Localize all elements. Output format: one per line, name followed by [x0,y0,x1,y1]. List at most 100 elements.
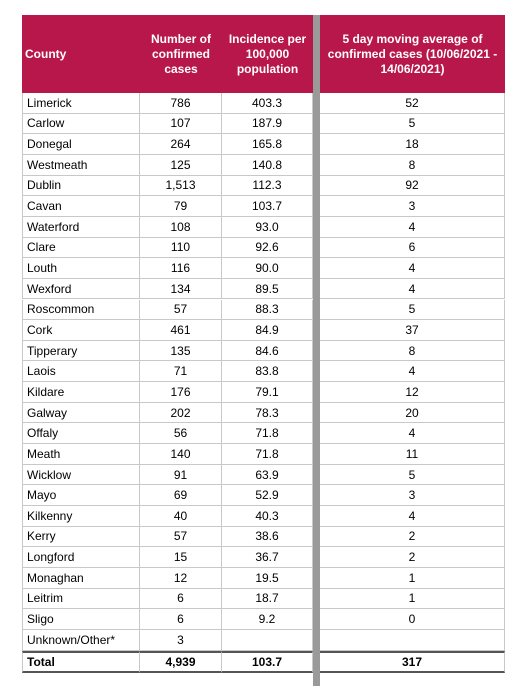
table-cell: 4 [320,216,505,238]
table-cell: 107 [140,113,222,135]
table-cell: 52.9 [222,485,313,506]
table-cell: 108 [140,216,222,238]
table-cell: Clare [22,237,140,259]
total-cell: 103.7 [222,650,313,673]
table-cell: 264 [140,134,222,155]
table-cell: 79 [140,196,222,217]
table-cell: Dublin [22,175,140,197]
table-cell: 36.7 [222,547,313,568]
table-cell: 103.7 [222,196,313,217]
table-cell: 15 [140,547,222,568]
table-cell: Kildare [22,382,140,403]
table-cell: 71.8 [222,423,313,445]
table-cell: Carlow [22,113,140,135]
table-cell: 786 [140,93,222,114]
table-cell: 84.6 [222,340,313,362]
table-cell: 52 [320,93,505,114]
table-cell: 6 [140,588,222,610]
table-cell: 134 [140,278,222,300]
table-cell: 1 [320,567,505,589]
table-cell: Meath [22,444,140,465]
table-cell: Sligo [22,609,140,630]
table-cell: 3 [140,629,222,651]
total-cell: 317 [320,650,505,673]
table-cell: 93.0 [222,216,313,238]
table-cell: Unknown/Other* [22,629,140,651]
table-cell: Louth [22,258,140,279]
table-cell: Longford [22,547,140,568]
table-cell: 4 [320,506,505,527]
table-cell: 5 [320,464,505,486]
table-cell: 20 [320,402,505,424]
table-cell: 38.6 [222,526,313,548]
table-cell: 40.3 [222,506,313,527]
table-cell: 403.3 [222,93,313,114]
table-cell: 63.9 [222,464,313,486]
table-cell: 84.9 [222,320,313,341]
table-cell: Wexford [22,278,140,300]
table-cell: 165.8 [222,134,313,155]
table-cell: 92 [320,175,505,197]
table-cell: 57 [140,526,222,548]
table-cell: Westmeath [22,154,140,176]
table-cell: 89.5 [222,278,313,300]
table-cell: 40 [140,506,222,527]
table-cell: Kilkenny [22,506,140,527]
table-cell: 125 [140,154,222,176]
table-cell: 6 [320,237,505,259]
table-cell: 0 [320,609,505,630]
table-cell: Cork [22,320,140,341]
table-cell: 18.7 [222,588,313,610]
table-cell: 19.5 [222,567,313,589]
table-cell: 8 [320,154,505,176]
table-cell: Leitrim [22,588,140,610]
table-cell: 176 [140,382,222,403]
table-cell: 88.3 [222,299,313,321]
table-cell: 2 [320,547,505,568]
table-cell: 83.8 [222,361,313,383]
table-cell: 1 [320,588,505,610]
table-cell: 116 [140,258,222,279]
table-cell: 4 [320,423,505,445]
header-cell: Number of confirmed cases [140,15,222,93]
table-cell: 202 [140,402,222,424]
table-cell: 92.6 [222,237,313,259]
table-cell: 90.0 [222,258,313,279]
total-cell: 4,939 [140,650,222,673]
column-divider [313,15,320,686]
table-cell: 135 [140,340,222,362]
table-cell: 1,513 [140,175,222,197]
total-cell: Total [22,650,140,673]
table-cell: 4 [320,361,505,383]
table-cell: 112.3 [222,175,313,197]
table-cell: 71 [140,361,222,383]
table-cell: Tipperary [22,340,140,362]
table-cell: 79.1 [222,382,313,403]
table-cell: 2 [320,526,505,548]
table-cell: 12 [140,567,222,589]
table-cell: Galway [22,402,140,424]
table-cell: Donegal [22,134,140,155]
header-cell: County [22,15,140,93]
table-cell: Roscommon [22,299,140,321]
table-cell: Wicklow [22,464,140,486]
table-cell: 3 [320,485,505,506]
table-cell [222,629,313,651]
table-cell: Kerry [22,526,140,548]
table-cell: Offaly [22,423,140,445]
table-cell: 56 [140,423,222,445]
table-cell: 18 [320,134,505,155]
table-cell: 140 [140,444,222,465]
table-cell: Cavan [22,196,140,217]
table-cell: 78.3 [222,402,313,424]
table-cell: 57 [140,299,222,321]
table-cell: 8 [320,340,505,362]
table-cell: 69 [140,485,222,506]
table-cell: 187.9 [222,113,313,135]
table-cell: 71.8 [222,444,313,465]
table-cell: 6 [140,609,222,630]
table-cell: 3 [320,196,505,217]
header-cell: 5 day moving average of confirmed cases … [320,15,505,93]
table-cell: 11 [320,444,505,465]
table-cell: 140.8 [222,154,313,176]
